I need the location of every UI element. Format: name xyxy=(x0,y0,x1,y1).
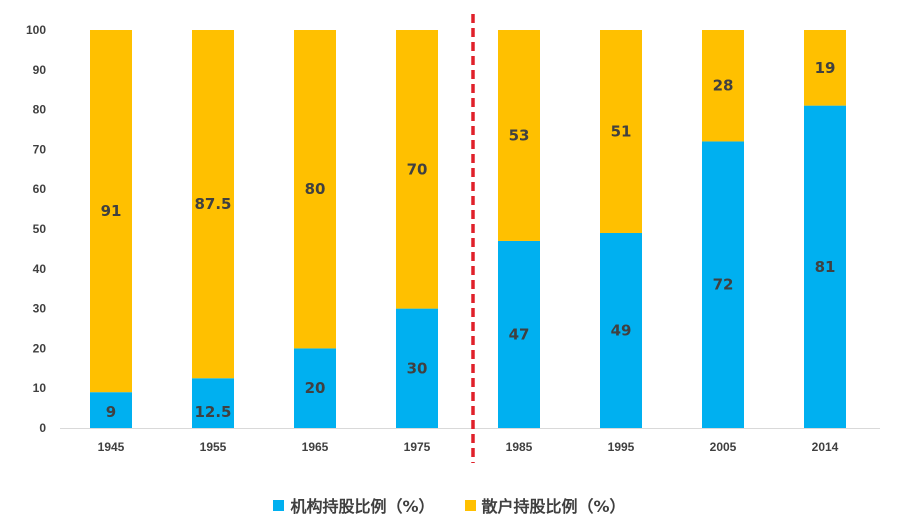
bar-retail xyxy=(702,30,744,142)
bar-retail xyxy=(498,30,540,241)
bar-retail xyxy=(396,30,438,309)
legend-swatch-institutional xyxy=(273,499,285,511)
legend-item-retail: 散户持股比例（%） xyxy=(464,493,626,517)
x-tick-label: 2005 xyxy=(710,440,737,454)
data-label-retail: 70 xyxy=(407,160,428,178)
data-label-institutional: 12.5 xyxy=(194,403,231,421)
bar-retail xyxy=(294,30,336,349)
data-label-institutional: 47 xyxy=(509,325,530,343)
y-tick-label: 80 xyxy=(33,103,47,117)
bar-retail xyxy=(600,30,642,233)
data-label-retail: 91 xyxy=(101,202,122,220)
data-label-retail: 87.5 xyxy=(194,195,231,213)
data-label-retail: 53 xyxy=(509,126,530,144)
data-label-institutional: 20 xyxy=(305,379,326,397)
data-label-retail: 28 xyxy=(713,77,734,95)
bar-institutional xyxy=(90,392,132,428)
legend-label-retail: 散户持股比例（%） xyxy=(481,497,626,516)
bar-institutional xyxy=(396,308,438,428)
legend-label-institutional: 机构持股比例（%） xyxy=(290,497,435,516)
y-tick-label: 100 xyxy=(26,23,46,37)
legend: 机构持股比例（%） 散户持股比例（%） xyxy=(0,493,899,517)
data-label-institutional: 49 xyxy=(611,321,632,339)
bar-retail xyxy=(804,30,846,106)
x-tick-label: 1975 xyxy=(404,440,431,454)
data-label-institutional: 72 xyxy=(713,276,734,294)
x-tick-label: 1985 xyxy=(506,440,533,454)
data-label-retail: 19 xyxy=(815,59,836,77)
bar-institutional xyxy=(702,141,744,428)
data-label-institutional: 9 xyxy=(106,403,116,421)
data-label-institutional: 81 xyxy=(815,258,836,276)
x-tick-label: 1965 xyxy=(302,440,329,454)
y-tick-label: 90 xyxy=(33,63,47,77)
legend-item-institutional: 机构持股比例（%） xyxy=(273,493,435,517)
bar-institutional xyxy=(294,348,336,428)
bar-retail xyxy=(90,30,132,393)
y-tick-label: 50 xyxy=(33,222,47,236)
data-label-retail: 51 xyxy=(611,122,632,140)
x-tick-label: 1945 xyxy=(98,440,125,454)
data-label-institutional: 30 xyxy=(407,359,428,377)
bar-institutional xyxy=(192,378,234,428)
x-tick-label: 1995 xyxy=(608,440,635,454)
bar-institutional xyxy=(498,240,540,428)
x-tick-label: 2014 xyxy=(812,440,839,454)
y-tick-label: 0 xyxy=(39,421,46,435)
bar-institutional xyxy=(600,232,642,428)
y-tick-label: 40 xyxy=(33,262,47,276)
legend-swatch-retail xyxy=(464,499,476,511)
chart: 0102030405060708090100991194512.587.5195… xyxy=(26,14,880,463)
y-tick-label: 10 xyxy=(33,381,47,395)
bar-retail xyxy=(192,30,234,379)
bar-institutional xyxy=(804,105,846,429)
y-tick-label: 30 xyxy=(33,302,47,316)
x-tick-label: 1955 xyxy=(200,440,227,454)
data-label-retail: 80 xyxy=(305,180,326,198)
y-tick-label: 20 xyxy=(33,341,47,355)
y-tick-label: 70 xyxy=(33,142,47,156)
y-tick-label: 60 xyxy=(33,182,47,196)
